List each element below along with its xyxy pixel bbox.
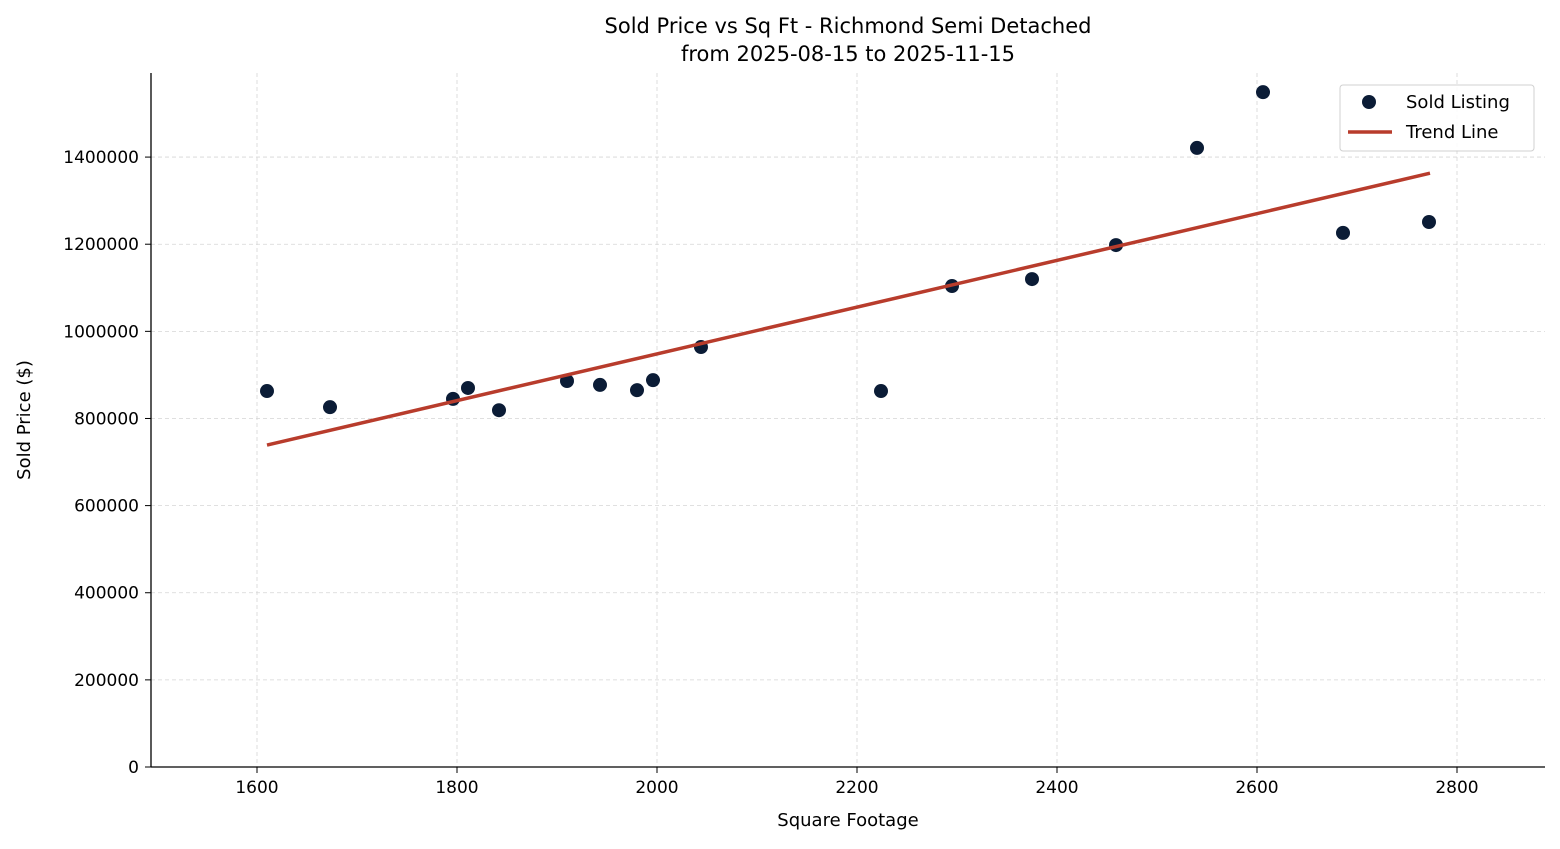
x-tick-label: 2200 (835, 778, 878, 798)
y-tick-label: 400000 (74, 584, 139, 604)
x-tick-label: 1800 (435, 778, 478, 798)
marks (260, 85, 1436, 447)
x-tick-label: 2000 (635, 778, 678, 798)
x-tick-label: 2600 (1235, 778, 1278, 798)
grid (151, 73, 1545, 767)
y-tick-label: 200000 (74, 671, 139, 691)
x-tick-label: 1600 (235, 778, 278, 798)
x-axis-label: Square Footage (777, 810, 918, 831)
data-point (874, 384, 888, 399)
y-tick-label: 800000 (74, 409, 139, 429)
y-tick-label: 1000000 (63, 322, 139, 342)
data-point (646, 373, 660, 388)
legend-box (1339, 84, 1535, 152)
data-point (593, 377, 607, 392)
data-point (1190, 140, 1204, 155)
data-point (1256, 85, 1270, 100)
chart-subtitle: from 2025-08-15 to 2025-11-15 (681, 42, 1015, 66)
legend: Sold Listing Trend Line (1339, 84, 1535, 152)
chart-title: Sold Price vs Sq Ft - Richmond Semi Deta… (605, 14, 1092, 38)
legend-label-sold-listing: Sold Listing (1406, 92, 1510, 113)
data-point (1336, 225, 1350, 240)
legend-label-trend-line: Trend Line (1405, 122, 1499, 143)
data-point (1025, 272, 1039, 287)
data-point (260, 384, 274, 399)
x-tick-label: 2800 (1435, 778, 1478, 798)
y-axis-label: Sold Price ($) (14, 360, 35, 480)
data-point (323, 400, 337, 415)
y-tick-label: 0 (128, 758, 139, 778)
data-point (630, 383, 644, 398)
data-point (492, 403, 506, 418)
data-point (1422, 214, 1436, 229)
data-point (461, 380, 475, 395)
y-tick-label: 1200000 (63, 235, 139, 255)
axes: 1600 1800 2000 2200 2400 2600 2800 0 200000 40000… (63, 73, 1545, 798)
y-tick-label: 600000 (74, 497, 139, 517)
x-tick-label: 2400 (1035, 778, 1078, 798)
y-tick-label: 1400000 (63, 148, 139, 168)
legend-marker-sold-listing (1362, 95, 1376, 109)
trend-line (266, 171, 1431, 447)
